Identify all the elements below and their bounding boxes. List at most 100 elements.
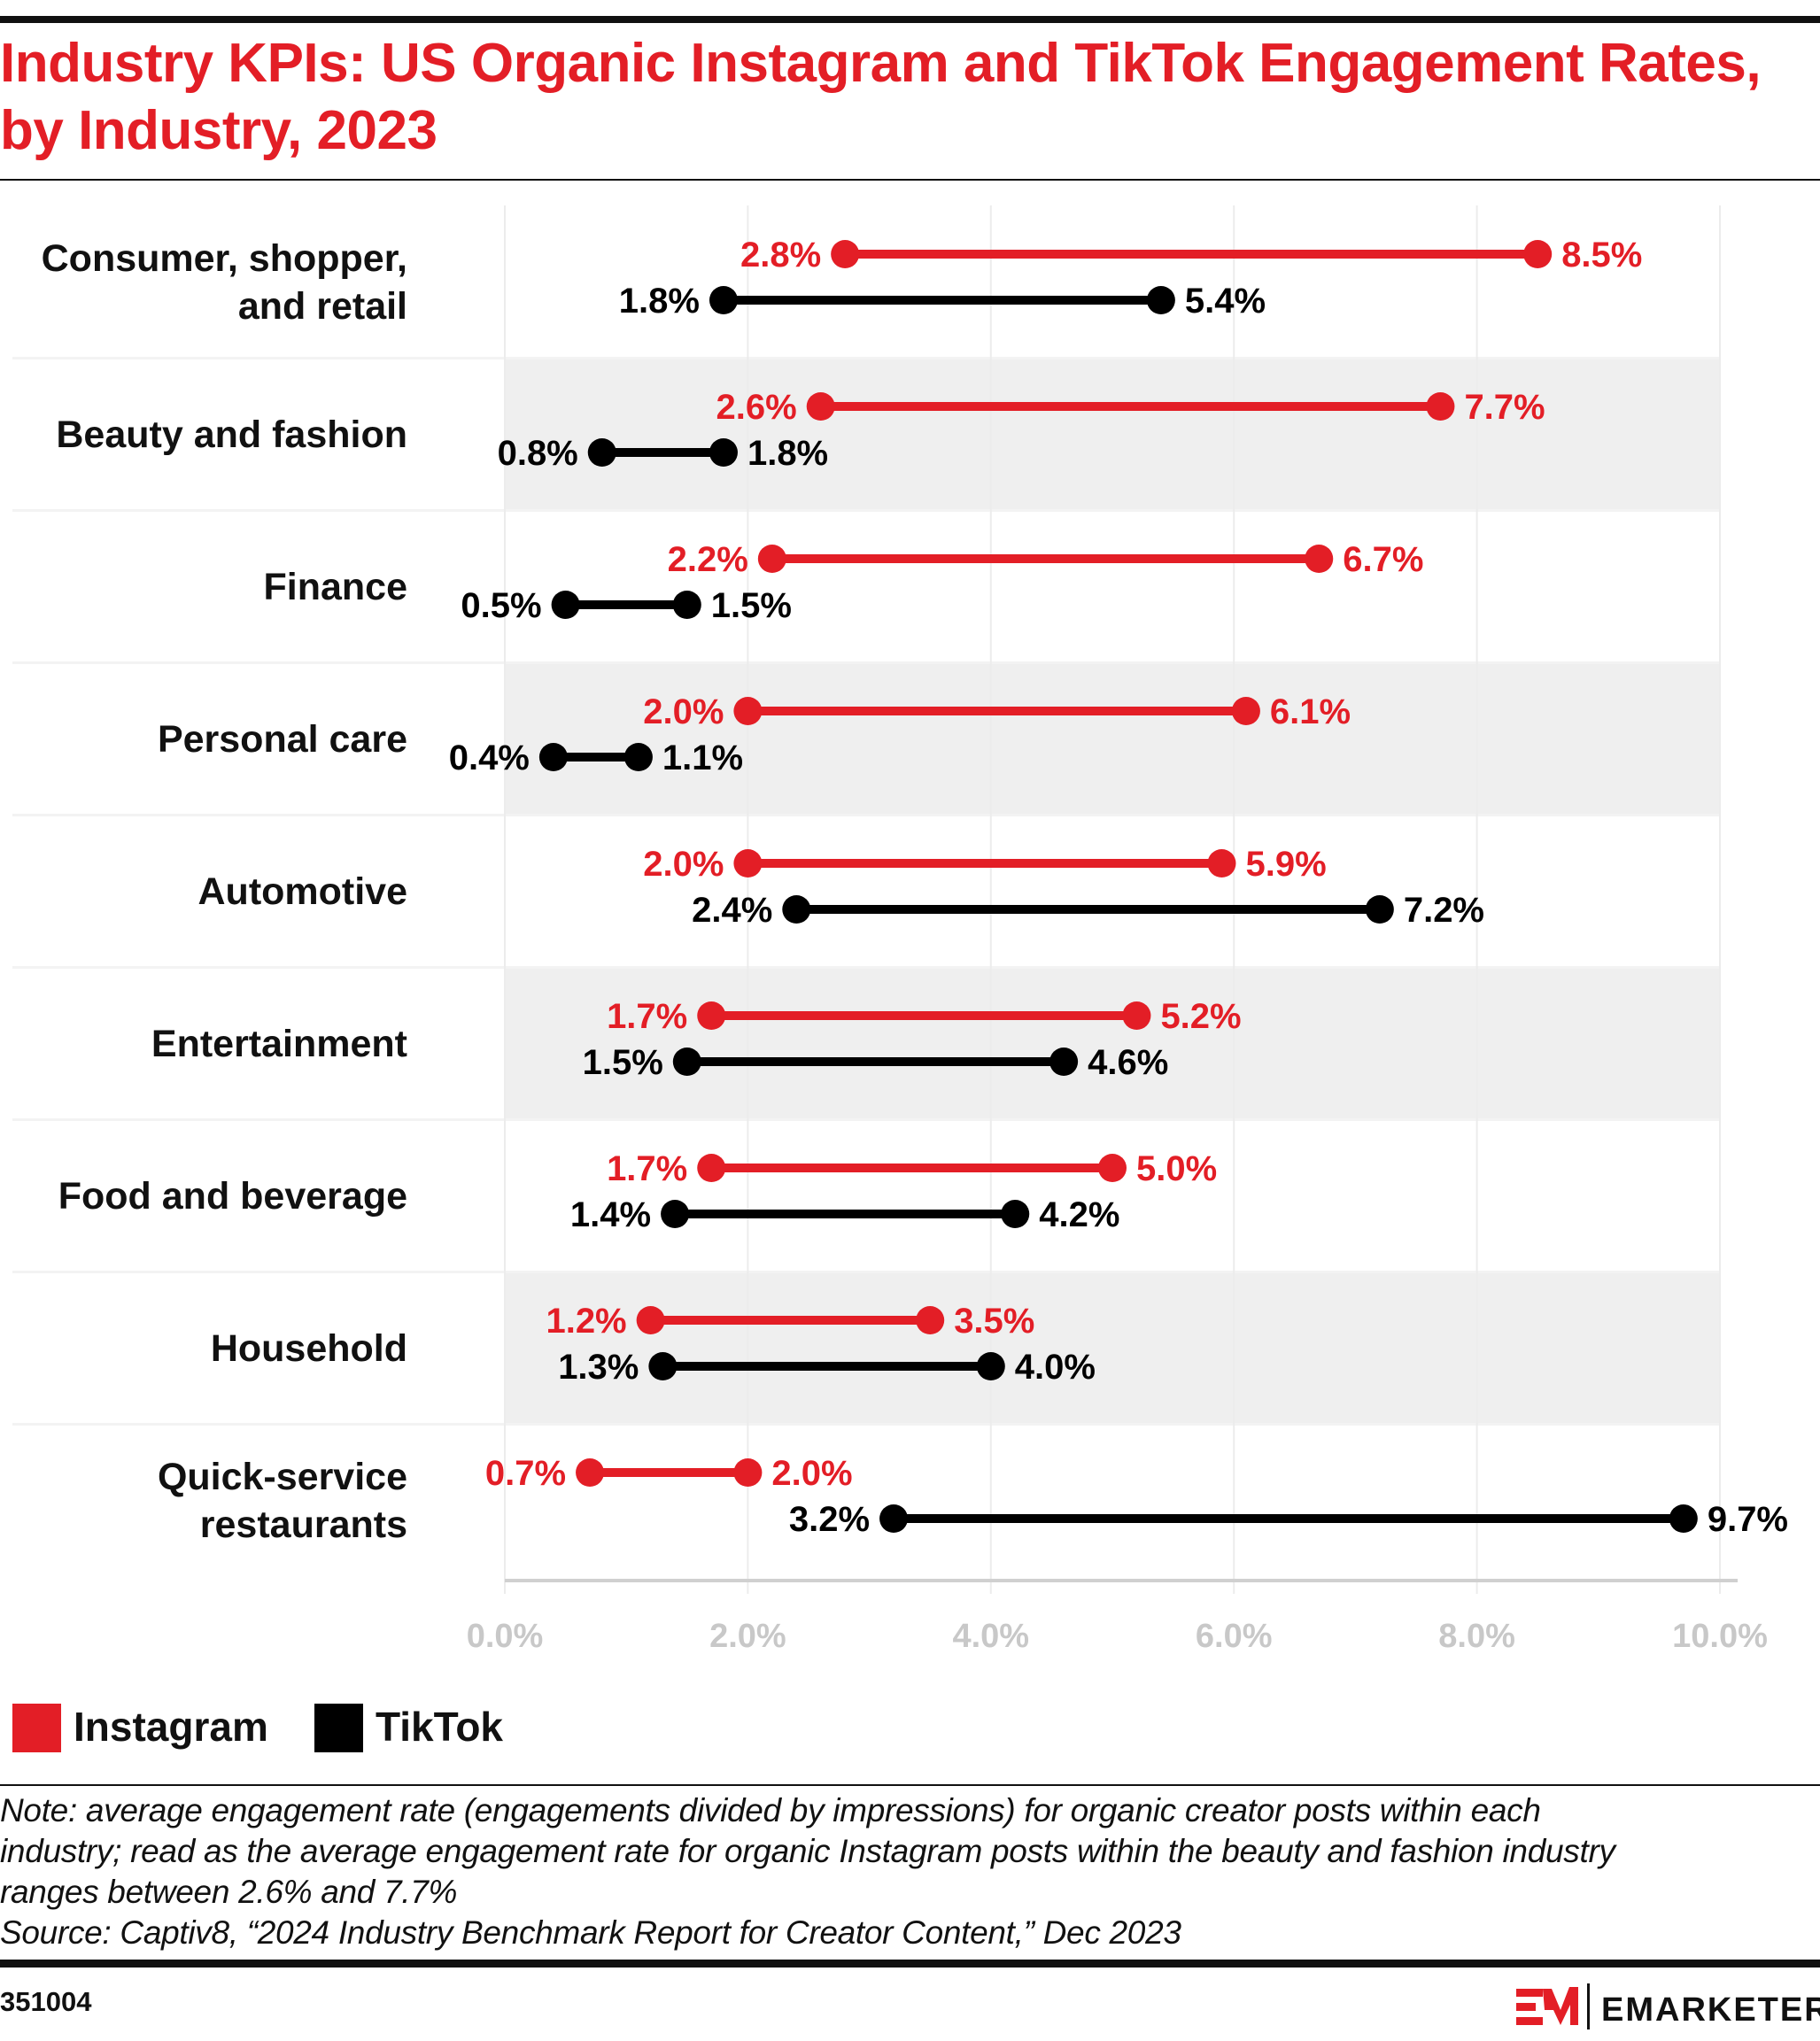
- row-separator: [12, 509, 1720, 512]
- instagram-low-label: 1.2%: [546, 1302, 626, 1341]
- legend-item-instagram: Instagram: [12, 1704, 268, 1752]
- instagram-low-label: 2.8%: [740, 236, 821, 274]
- emarketer-logo: EMARKETER: [1516, 1983, 1820, 2029]
- tiktok-high-dot: [976, 1352, 1005, 1380]
- tiktok-low-label: 1.3%: [558, 1348, 639, 1387]
- legend-label: TikTok: [376, 1704, 503, 1750]
- row-separator: [12, 1423, 1720, 1426]
- category-label: Finance: [264, 566, 408, 608]
- instagram-low-label: 0.7%: [485, 1454, 566, 1493]
- instagram-low-dot: [806, 392, 835, 421]
- note-line-3: ranges between 2.6% and 7.7%: [0, 1874, 458, 1910]
- tiktok-high-label: 1.5%: [711, 586, 792, 625]
- tiktok-high-dot: [623, 743, 653, 771]
- instagram-high-dot: [1231, 697, 1260, 725]
- row-band: [505, 1272, 1720, 1424]
- tiktok-high-dot: [709, 438, 738, 467]
- tiktok-high-label: 9.7%: [1708, 1500, 1788, 1539]
- tiktok-low-label: 0.4%: [449, 738, 530, 777]
- tiktok-high-dot: [1049, 1048, 1079, 1076]
- category-label: restaurants: [200, 1504, 407, 1546]
- category-label: Entertainment: [151, 1023, 407, 1065]
- instagram-high-label: 2.0%: [771, 1454, 852, 1493]
- x-tick-label: 6.0%: [1196, 1618, 1273, 1655]
- tiktok-low-dot: [538, 743, 568, 771]
- legend-swatch: [314, 1704, 363, 1752]
- tiktok-low-label: 3.2%: [789, 1500, 870, 1539]
- instagram-high-label: 6.7%: [1343, 540, 1423, 579]
- instagram-high-label: 5.9%: [1245, 845, 1326, 884]
- instagram-low-label: 2.2%: [668, 540, 748, 579]
- category-label: Food and beverage: [58, 1175, 407, 1218]
- instagram-high-dot: [1207, 849, 1236, 877]
- instagram-low-dot: [697, 1001, 726, 1030]
- row-separator: [12, 661, 1720, 664]
- instagram-high-label: 3.5%: [954, 1302, 1034, 1341]
- tiktok-low-dot: [672, 1048, 701, 1076]
- category-label: Automotive: [198, 870, 408, 913]
- tiktok-low-label: 1.4%: [570, 1195, 651, 1234]
- instagram-high-dot: [916, 1306, 945, 1334]
- instagram-high-dot: [1426, 392, 1455, 421]
- tiktok-high-dot: [1146, 286, 1175, 314]
- note-line-2: industry; read as the average engagement…: [0, 1833, 1615, 1869]
- instagram-low-label: 2.0%: [643, 845, 724, 884]
- legend-item-tiktok: TikTok: [314, 1704, 503, 1752]
- instagram-high-dot: [1305, 545, 1334, 573]
- row-separator: [12, 966, 1720, 969]
- instagram-high-dot: [733, 1458, 763, 1487]
- tiktok-high-label: 4.0%: [1015, 1348, 1096, 1387]
- row-separator: [12, 357, 1720, 359]
- instagram-low-label: 2.0%: [643, 692, 724, 731]
- chart-id: 351004: [0, 1986, 92, 2017]
- note-line-1: Note: average engagement rate (engagemen…: [0, 1792, 1541, 1828]
- tiktok-high-dot: [672, 591, 701, 619]
- x-tick-label: 8.0%: [1438, 1618, 1515, 1655]
- row-separator: [12, 814, 1720, 816]
- tiktok-low-label: 0.8%: [498, 434, 578, 473]
- instagram-low-dot: [757, 545, 786, 573]
- instagram-low-dot: [636, 1306, 665, 1334]
- x-tick-label: 2.0%: [709, 1618, 786, 1655]
- category-label: Personal care: [158, 718, 407, 761]
- tiktok-high-dot: [1365, 895, 1394, 924]
- top-rule: [0, 16, 1820, 23]
- category-label: Consumer, shopper,: [42, 237, 407, 280]
- tiktok-low-dot: [648, 1352, 678, 1380]
- tiktok-high-dot: [1001, 1200, 1030, 1228]
- tiktok-low-dot: [661, 1200, 690, 1228]
- instagram-high-dot: [1098, 1154, 1127, 1182]
- x-tick-label: 10.0%: [1672, 1618, 1768, 1655]
- x-tick-label: 0.0%: [467, 1618, 544, 1655]
- tiktok-low-label: 2.4%: [692, 891, 772, 930]
- tiktok-high-label: 5.4%: [1185, 282, 1266, 321]
- instagram-low-label: 1.7%: [607, 1149, 687, 1188]
- category-label: Beauty and fashion: [56, 414, 407, 456]
- tiktok-high-label: 4.6%: [1088, 1043, 1168, 1082]
- legend-label: Instagram: [74, 1704, 268, 1750]
- x-tick-label: 4.0%: [952, 1618, 1029, 1655]
- title-rule: [0, 179, 1820, 181]
- instagram-high-dot: [1523, 240, 1553, 268]
- tiktok-high-label: 7.2%: [1404, 891, 1484, 930]
- source-line: Source: Captiv8, “2024 Industry Benchmar…: [0, 1914, 1181, 1951]
- row-band: [505, 967, 1720, 1119]
- instagram-low-dot: [831, 240, 860, 268]
- tiktok-high-dot: [1669, 1504, 1698, 1533]
- tiktok-high-label: 1.1%: [662, 738, 743, 777]
- instagram-high-dot: [1122, 1001, 1151, 1030]
- logo-text: EMARKETER: [1601, 1991, 1820, 2029]
- instagram-high-label: 5.2%: [1160, 997, 1241, 1036]
- tiktok-low-dot: [709, 286, 738, 314]
- instagram-high-label: 5.0%: [1136, 1149, 1217, 1188]
- instagram-high-label: 6.1%: [1270, 692, 1351, 731]
- category-label: and retail: [238, 285, 407, 328]
- category-label: Household: [211, 1327, 407, 1370]
- instagram-low-label: 2.6%: [716, 388, 797, 427]
- dumbbell-chart: 0.0% 2.0% 4.0% 6.0% 8.0% 10.0% Consumer, shopp…: [12, 205, 1788, 1752]
- instagram-low-dot: [576, 1458, 605, 1487]
- chart-title: Industry KPIs: US Organic Instagram and …: [0, 33, 1762, 161]
- tiktok-low-dot: [587, 438, 616, 467]
- row-band: [505, 662, 1720, 815]
- bottom-rule: [0, 1960, 1820, 1968]
